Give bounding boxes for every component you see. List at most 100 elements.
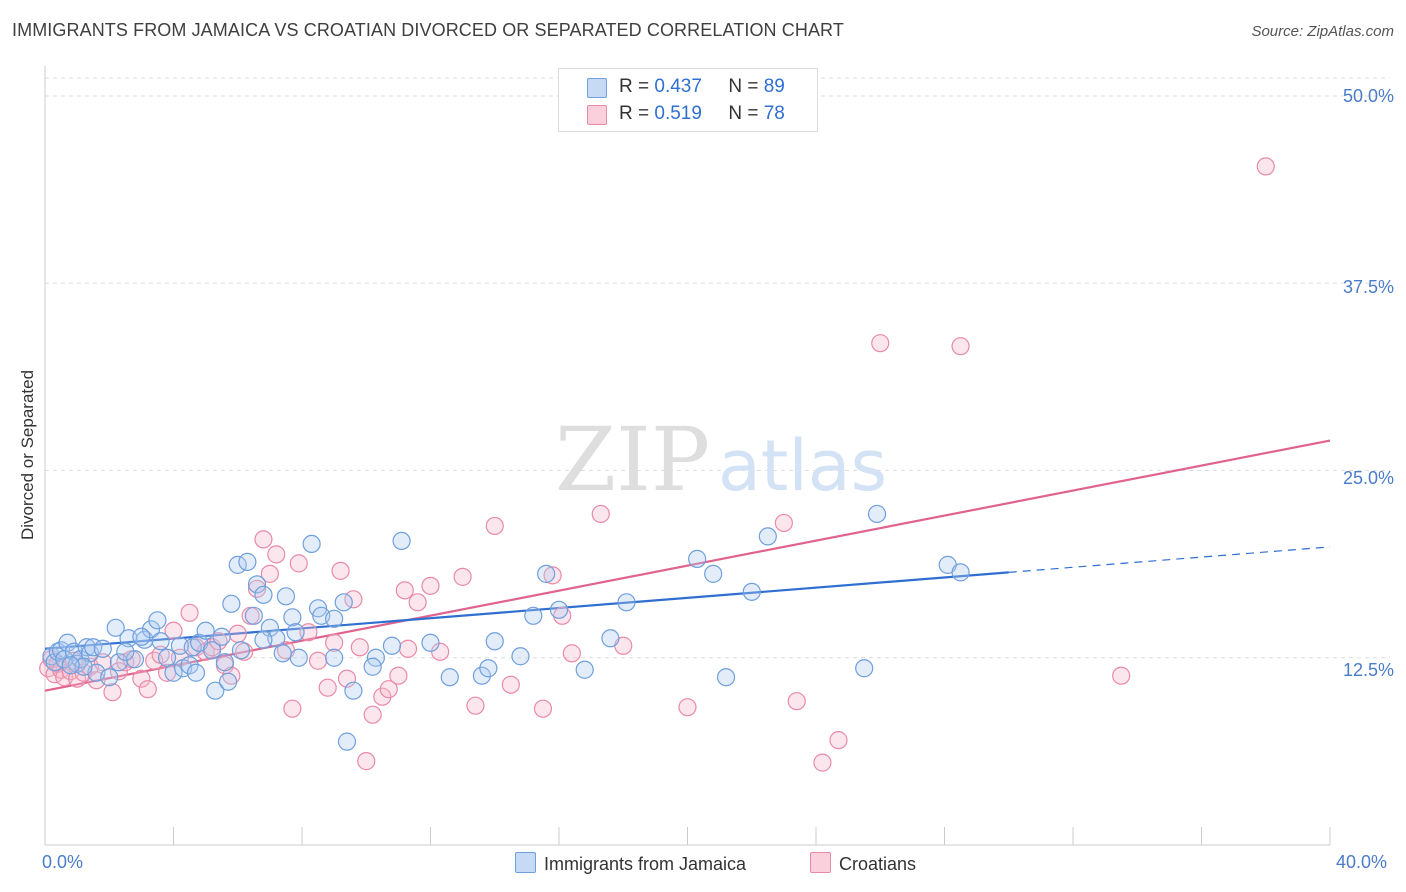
data-point-jamaica xyxy=(219,672,238,691)
data-point-croatians xyxy=(350,638,369,657)
x-tick-label: 0.0% xyxy=(42,852,84,872)
data-point-croatians xyxy=(180,603,199,622)
data-point-jamaica xyxy=(254,630,273,649)
data-point-croatians xyxy=(871,334,890,353)
data-point-croatians xyxy=(103,683,122,702)
data-point-jamaica xyxy=(742,582,761,601)
data-point-croatians xyxy=(408,593,427,612)
data-point-jamaica xyxy=(392,531,411,551)
n-value: 89 xyxy=(763,76,785,97)
data-point-croatians xyxy=(774,513,793,533)
data-point-croatians xyxy=(829,731,848,750)
data-point-jamaica xyxy=(206,681,225,700)
y-tick-label: 50.0% xyxy=(1342,86,1394,106)
data-point-croatians xyxy=(228,624,247,643)
data-point-jamaica xyxy=(157,648,177,667)
data-point-croatians xyxy=(308,651,328,670)
data-point-jamaica xyxy=(549,600,569,619)
watermark: ZIP atlas xyxy=(555,408,887,511)
data-point-jamaica xyxy=(202,641,222,660)
data-point-jamaica xyxy=(286,623,305,642)
data-point-croatians xyxy=(331,561,350,580)
data-point-jamaica xyxy=(106,618,125,637)
data-point-jamaica xyxy=(247,575,267,594)
data-point-croatians xyxy=(453,567,472,586)
data-point-croatians xyxy=(787,692,806,711)
data-point-croatians xyxy=(363,705,382,724)
data-point-jamaica xyxy=(93,639,112,658)
data-point-croatians xyxy=(289,554,308,573)
legend-swatch-pink xyxy=(587,105,607,125)
data-point-jamaica xyxy=(524,606,543,625)
data-point-jamaica xyxy=(334,593,353,612)
data-point-croatians xyxy=(1256,157,1275,176)
data-point-jamaica xyxy=(688,549,707,568)
data-point-jamaica xyxy=(485,632,504,651)
points-jamaica xyxy=(42,504,970,751)
data-point-croatians xyxy=(138,680,157,699)
data-point-jamaica xyxy=(617,593,636,612)
data-point-croatians xyxy=(485,516,504,536)
watermark-zip: ZIP xyxy=(555,408,710,511)
data-point-croatians xyxy=(813,753,832,772)
data-point-croatians xyxy=(533,699,553,718)
data-point-jamaica xyxy=(212,627,231,646)
data-point-croatians xyxy=(379,680,398,699)
data-point-jamaica xyxy=(601,629,620,648)
legend-label: Croatians xyxy=(839,854,917,874)
watermark-atlas: atlas xyxy=(718,425,887,507)
n-label: N = xyxy=(728,76,759,97)
data-point-jamaica xyxy=(132,627,151,646)
data-point-jamaica xyxy=(382,636,402,655)
data-point-croatians xyxy=(357,752,376,771)
data-point-croatians xyxy=(93,653,112,672)
r-label: R = xyxy=(619,76,650,97)
legend-swatch-blue xyxy=(515,852,536,873)
data-point-croatians xyxy=(373,687,392,706)
data-point-croatians xyxy=(562,644,581,663)
trend-line-croatians xyxy=(44,439,1331,692)
data-point-jamaica xyxy=(951,563,970,582)
data-point-croatians xyxy=(267,545,286,564)
data-point-jamaica xyxy=(231,641,251,660)
chart-title: IMMIGRANTS FROM JAMAICA VS CROATIAN DIVO… xyxy=(12,20,844,40)
n-value: 78 xyxy=(763,103,785,124)
data-point-croatians xyxy=(543,566,562,585)
data-point-jamaica xyxy=(141,620,161,639)
data-point-jamaica xyxy=(180,656,199,675)
data-point-jamaica xyxy=(344,681,363,700)
data-point-jamaica xyxy=(222,594,241,613)
data-point-croatians xyxy=(299,623,318,642)
r-value: 0.519 xyxy=(654,103,702,124)
data-point-croatians xyxy=(398,639,418,658)
data-point-jamaica xyxy=(58,633,77,652)
data-point-jamaica xyxy=(472,666,491,685)
y-tick-label: 12.5% xyxy=(1342,660,1394,680)
data-point-jamaica xyxy=(238,552,257,571)
data-point-jamaica xyxy=(276,587,296,606)
legend-swatch-blue xyxy=(587,78,607,98)
legend-item-jamaica: Immigrants from Jamaica xyxy=(515,852,746,875)
data-point-croatians xyxy=(421,576,440,595)
data-point-jamaica xyxy=(440,668,459,687)
data-point-croatians xyxy=(389,666,408,685)
legend-swatch-pink xyxy=(810,852,831,873)
x-tick-label: 40.0% xyxy=(1336,852,1388,872)
data-point-jamaica xyxy=(100,668,119,687)
data-point-croatians xyxy=(132,669,151,688)
data-point-jamaica xyxy=(151,632,170,651)
data-point-jamaica xyxy=(164,663,183,682)
data-point-jamaica xyxy=(337,732,357,751)
data-point-jamaica xyxy=(244,606,263,625)
data-point-jamaica xyxy=(125,650,145,669)
r-label: R = xyxy=(619,103,650,124)
data-point-jamaica xyxy=(61,656,80,675)
data-point-jamaica xyxy=(363,657,382,676)
y-tick-label: 37.5% xyxy=(1342,277,1394,297)
data-point-jamaica xyxy=(704,564,723,583)
n-label: N = xyxy=(728,103,759,124)
trend-line xyxy=(44,439,1331,692)
data-point-jamaica xyxy=(325,648,344,667)
data-point-croatians xyxy=(164,621,183,640)
